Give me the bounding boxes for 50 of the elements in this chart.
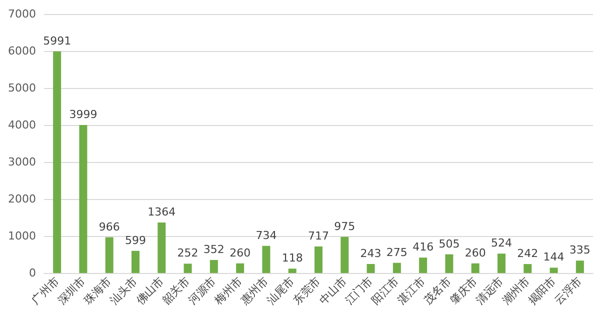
bar (314, 246, 322, 273)
data-label: 524 (491, 236, 512, 250)
bar (158, 222, 166, 273)
data-label: 717 (308, 229, 329, 242)
bar (498, 254, 506, 273)
bar (236, 263, 244, 273)
y-tick-label: 2000 (8, 192, 36, 206)
data-label: 416 (412, 240, 434, 254)
y-tick-label: 6000 (8, 44, 36, 58)
bar (419, 258, 428, 273)
bar (524, 264, 532, 273)
data-label: 5991 (43, 34, 72, 48)
data-label: 975 (334, 220, 356, 233)
y-tick-label: 5000 (8, 82, 36, 94)
bar (445, 254, 454, 273)
bar (366, 264, 375, 273)
data-label: 118 (282, 252, 303, 265)
data-label: 260 (464, 246, 486, 260)
bar (79, 125, 88, 273)
bar (471, 263, 480, 273)
data-label: 599 (125, 234, 146, 247)
data-label: 242 (517, 247, 538, 260)
y-tick-label: 3000 (8, 156, 36, 168)
y-tick-label: 1000 (8, 230, 36, 242)
y-tick-label: 0 (29, 266, 36, 280)
y-tick-label: 4000 (8, 118, 36, 132)
bar (576, 260, 584, 273)
bar (105, 237, 114, 273)
y-tick-label: 7000 (8, 8, 36, 20)
bar (392, 262, 401, 273)
data-label: 260 (230, 246, 251, 260)
data-label: 3999 (69, 108, 98, 122)
bar (550, 268, 558, 273)
data-label: 252 (177, 246, 198, 260)
bar (53, 51, 62, 273)
bar (184, 264, 192, 273)
data-label: 966 (98, 220, 120, 234)
data-label: 275 (386, 246, 408, 259)
data-label: 352 (203, 242, 224, 256)
data-label: 243 (360, 247, 382, 260)
bar (210, 260, 218, 273)
data-label: 335 (569, 244, 590, 257)
bar (288, 268, 296, 273)
data-label: 734 (256, 228, 277, 242)
data-label: 1364 (148, 206, 176, 219)
bar (132, 250, 140, 273)
bar (340, 236, 349, 273)
data-label: 144 (543, 250, 564, 264)
data-label: 505 (438, 237, 460, 250)
bar (262, 246, 270, 273)
